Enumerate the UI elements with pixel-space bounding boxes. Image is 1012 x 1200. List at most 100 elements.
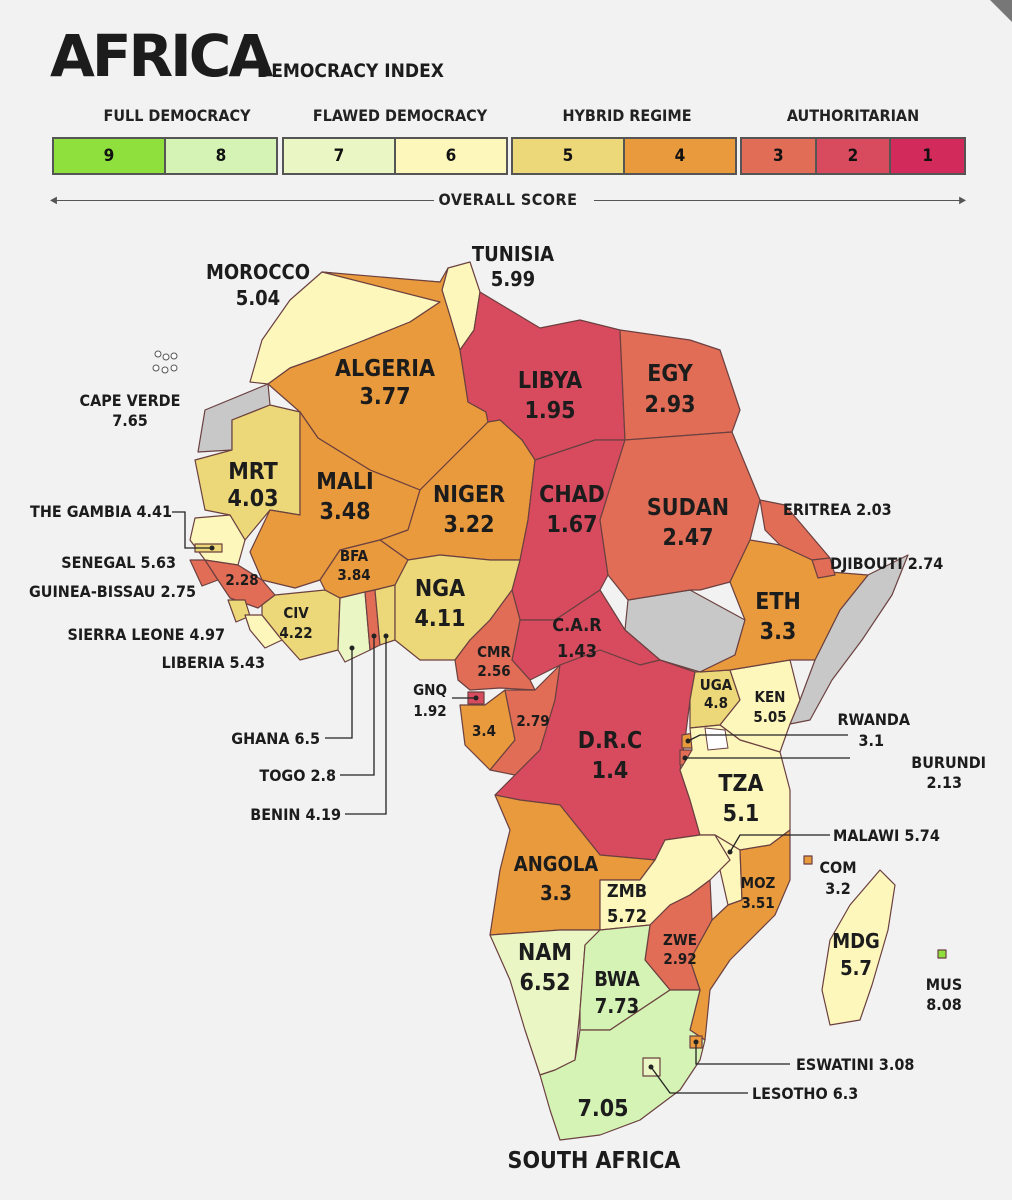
lake-victoria bbox=[704, 727, 729, 751]
marker-gnq bbox=[473, 695, 479, 701]
label-drc-name: D.R.C bbox=[578, 728, 642, 754]
label-rwanda-score: 3.1 bbox=[859, 731, 885, 750]
leader-lesotho bbox=[650, 1066, 748, 1094]
label-sudan-score: 2.47 bbox=[662, 525, 713, 551]
label-benin: BENIN 4.19 bbox=[250, 805, 341, 824]
legend-cell-3: 3 bbox=[742, 139, 817, 173]
label-ivory-coast-name: CIV bbox=[283, 604, 309, 622]
label-nigeria-name: NGA bbox=[415, 576, 465, 602]
marker-rwanda bbox=[685, 738, 691, 744]
legend-cell-4: 4 bbox=[625, 139, 735, 173]
leader-eswatini bbox=[695, 1042, 790, 1065]
marker-benin bbox=[383, 633, 389, 639]
label-niger-name: NIGER bbox=[433, 482, 505, 508]
label-senegal-score: 5.63 bbox=[140, 553, 176, 572]
legend-cell-6: 6 bbox=[396, 139, 506, 173]
label-eq-guinea-name: GNQ bbox=[413, 681, 447, 699]
cape-verde-island bbox=[170, 364, 178, 372]
label-comoros-name: COM bbox=[819, 858, 856, 877]
leader-togo bbox=[340, 636, 375, 776]
label-drc-score: 1.4 bbox=[592, 758, 629, 784]
label-eq-guinea-score: 1.92 bbox=[413, 702, 446, 720]
marker-togo bbox=[371, 633, 377, 639]
category-full-democracy: FULL DEMOCRACY bbox=[103, 106, 251, 125]
label-namibia-name: NAM bbox=[518, 940, 572, 966]
region-mauritius bbox=[937, 949, 947, 959]
label-angola-name: ANGOLA bbox=[514, 852, 599, 876]
label-eswatini-score: 3.08 bbox=[879, 1055, 915, 1074]
label-djibouti-score: 2.74 bbox=[908, 554, 944, 573]
label-lesotho: LESOTHO 6.3 bbox=[752, 1084, 858, 1103]
leader-gambia bbox=[172, 511, 212, 549]
marker-malawi bbox=[727, 849, 733, 855]
label-cameroon-score: 2.56 bbox=[477, 662, 510, 680]
label-tunisia-score: 5.99 bbox=[491, 267, 535, 291]
label-niger-score: 3.22 bbox=[443, 512, 494, 538]
label-gabon-score: 3.4 bbox=[472, 722, 496, 740]
legend-group-full: 9 8 bbox=[52, 137, 278, 175]
leader-ghana bbox=[325, 648, 353, 739]
label-mozambique-name: MOZ bbox=[741, 874, 776, 892]
label-egypt-score: 2.93 bbox=[644, 392, 695, 418]
region-madagascar bbox=[821, 869, 896, 1026]
label-eritrea-score: 2.03 bbox=[856, 500, 892, 519]
label-morocco-name: MOROCCO bbox=[206, 260, 310, 284]
label-cameroon-name: CMR bbox=[477, 643, 511, 661]
legend-cell-8: 8 bbox=[166, 139, 276, 173]
label-gambia: THE GAMBIA 4.41 bbox=[30, 502, 172, 521]
cape-verde-island bbox=[154, 350, 162, 358]
label-mali-name: MALI bbox=[316, 469, 374, 495]
label-benin-name: BENIN bbox=[250, 805, 300, 824]
label-ivory-coast-score: 4.22 bbox=[279, 624, 312, 642]
score-axis: ◀ ▶ OVERALL SCORE bbox=[50, 190, 966, 210]
axis-arrow-left-icon: ◀ bbox=[50, 195, 57, 206]
label-zimbabwe-name: ZWE bbox=[663, 931, 697, 949]
legend-group-hybrid: 5 4 bbox=[511, 137, 737, 175]
legend-group-authoritarian: 3 2 1 bbox=[740, 137, 966, 175]
label-chad-score: 1.67 bbox=[546, 512, 597, 538]
label-senegal-name: SENEGAL bbox=[61, 553, 135, 572]
label-algeria-name: ALGERIA bbox=[335, 356, 435, 382]
label-zambia-name: ZMB bbox=[607, 881, 647, 902]
label-libya-score: 1.95 bbox=[524, 398, 575, 424]
label-guinea-score: 2.28 bbox=[225, 571, 258, 589]
leader-rwanda bbox=[687, 734, 848, 742]
label-sudan-name: SUDAN bbox=[647, 495, 729, 521]
marker-gambia bbox=[209, 545, 215, 551]
cape-verde-island bbox=[152, 364, 160, 372]
label-ethiopia-score: 3.3 bbox=[760, 619, 797, 645]
label-malawi-name: MALAWI bbox=[833, 826, 899, 845]
region-south-africa bbox=[539, 989, 706, 1141]
region-liberia bbox=[244, 614, 283, 649]
category-hybrid-regime: HYBRID REGIME bbox=[562, 106, 692, 125]
label-benin-score: 4.19 bbox=[305, 805, 341, 824]
label-chad-name: CHAD bbox=[539, 482, 605, 508]
label-mauritania-score: 4.03 bbox=[227, 486, 278, 512]
label-south-africa-score: 7.05 bbox=[577, 1096, 628, 1122]
label-senegal: SENEGAL 5.63 bbox=[61, 553, 176, 572]
label-djibouti-name: DJIBOUTI bbox=[830, 554, 903, 573]
label-sierra-leone-score: 4.97 bbox=[189, 625, 225, 644]
label-namibia-score: 6.52 bbox=[519, 970, 570, 996]
label-zambia-score: 5.72 bbox=[607, 906, 647, 927]
label-liberia-score: 5.43 bbox=[229, 653, 265, 672]
label-tanzania-score: 5.1 bbox=[723, 801, 760, 827]
label-madagascar-score: 5.7 bbox=[840, 956, 872, 980]
marker-ghana bbox=[349, 645, 355, 651]
label-eswatini-name: ESWATINI bbox=[796, 1055, 874, 1074]
axis-label: OVERALL SCORE bbox=[438, 190, 578, 209]
cape-verde-island bbox=[170, 352, 178, 360]
label-burkina-faso-score: 3.84 bbox=[337, 566, 370, 584]
region-comoros bbox=[803, 855, 813, 865]
label-zimbabwe-score: 2.92 bbox=[663, 950, 696, 968]
region-sudan bbox=[599, 431, 761, 601]
label-botswana-score: 7.73 bbox=[595, 994, 639, 1018]
label-mauritius-score: 8.08 bbox=[926, 995, 962, 1014]
label-libya-name: LIBYA bbox=[518, 368, 582, 394]
legend-cell-7: 7 bbox=[284, 139, 396, 173]
label-congo-score: 2.79 bbox=[516, 712, 549, 730]
category-authoritarian: AUTHORITARIAN bbox=[786, 106, 920, 125]
region-cameroon bbox=[454, 589, 536, 691]
label-liberia-name: LIBERIA bbox=[162, 653, 226, 672]
